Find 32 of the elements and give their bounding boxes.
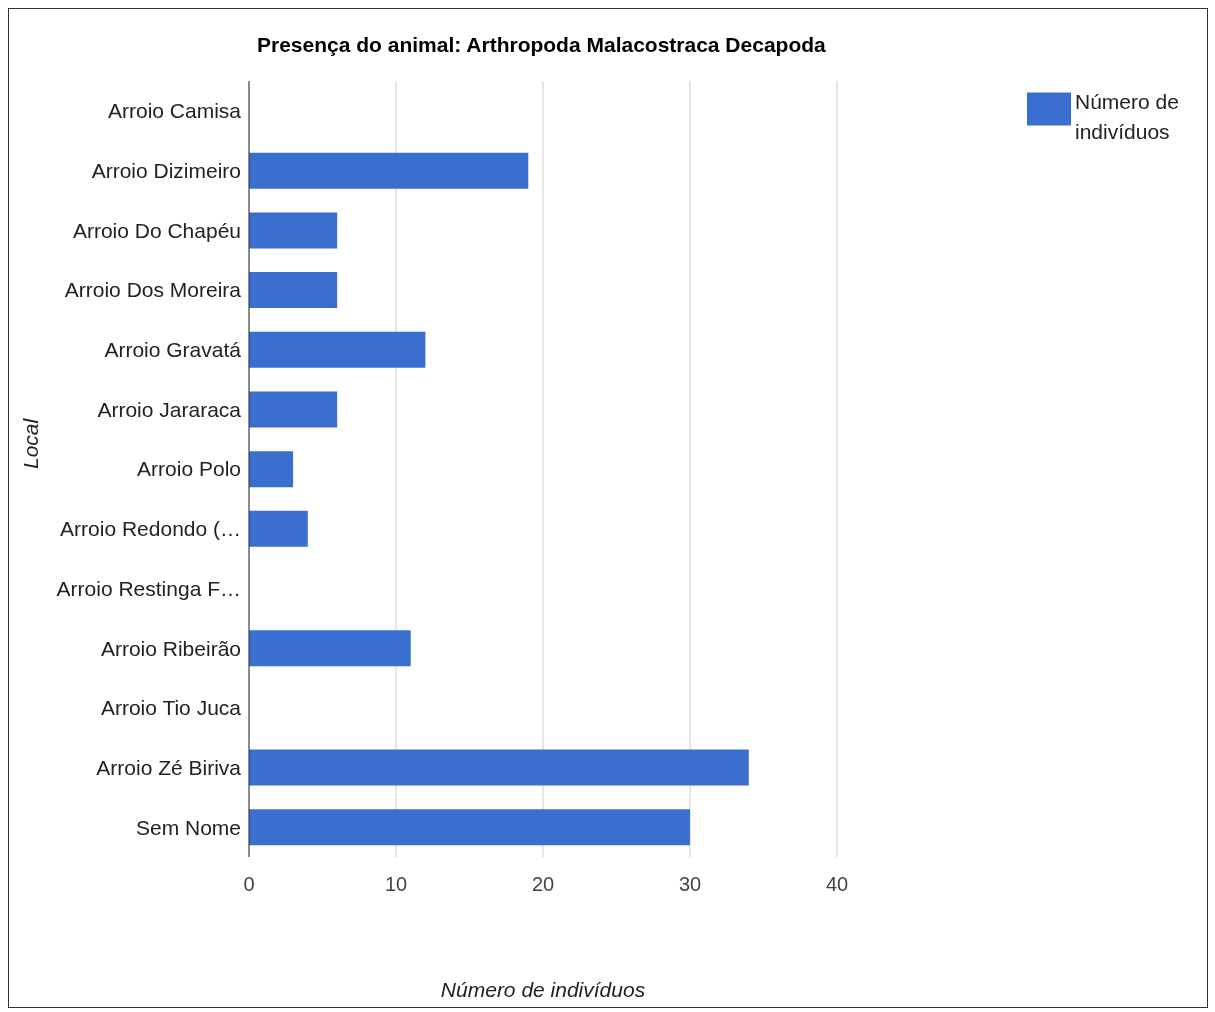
- y-tick-label: Arroio Polo: [137, 457, 241, 481]
- x-tick-label: 40: [825, 873, 849, 896]
- y-tick-label: Sem Nome: [135, 815, 241, 839]
- y-tick-label: Arroio Dizimeiro: [91, 158, 241, 182]
- y-tick-label: Arroio Gravatá: [104, 338, 242, 362]
- y-tick-label: Arroio Jararaca: [97, 397, 242, 421]
- bar: [249, 451, 294, 488]
- y-axis-title: Local: [19, 417, 43, 469]
- legend-label: Número de indivíduos: [1075, 89, 1180, 145]
- x-axis-title: Número de indivíduos: [440, 978, 646, 1001]
- y-tick-label: Arroio Camisa: [107, 99, 242, 123]
- bar: [249, 391, 338, 428]
- y-tick-label: Arroio Tio Juca: [100, 696, 242, 720]
- y-tick-label: Arroio Ribeirão: [100, 636, 241, 660]
- chart-title: Presença do animal: Arthropoda Malacostraca Decapoda: [257, 33, 826, 57]
- bar: [249, 630, 411, 667]
- bar: [249, 809, 690, 846]
- y-tick-label: Arroio Do Chapéu: [72, 218, 241, 242]
- bar: [249, 212, 338, 249]
- x-tick-label: 10: [384, 873, 408, 896]
- x-tick-label: 20: [531, 873, 555, 896]
- x-tick-label: 30: [678, 873, 702, 896]
- bar: [249, 749, 749, 786]
- y-tick-label: Arroio Restinga F…: [56, 576, 241, 600]
- y-tick-label: Arroio Redondo (…: [60, 517, 241, 541]
- y-tick-label: Arroio Dos Moreira: [64, 278, 242, 302]
- bar: [249, 510, 308, 547]
- bar: [249, 152, 529, 189]
- y-tick-label: Arroio Zé Biriva: [96, 755, 242, 779]
- bar: [249, 331, 426, 368]
- x-tick-label: 0: [243, 873, 255, 896]
- bar: [249, 272, 338, 309]
